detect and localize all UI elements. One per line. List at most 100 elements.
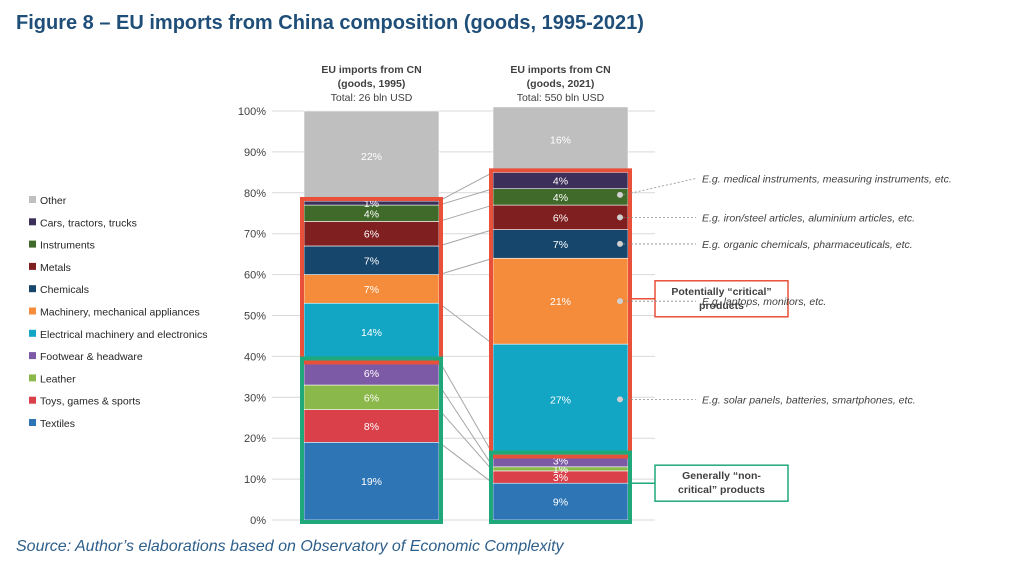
y-tick-label: 80%	[244, 188, 266, 200]
y-tick-label: 70%	[244, 229, 266, 241]
legend-swatch	[29, 374, 36, 382]
bar-segment	[303, 441, 440, 521]
data-label: 3%	[553, 456, 568, 468]
y-tick-label: 0%	[250, 515, 266, 527]
group-label-line1: Potentially “critical”	[671, 286, 771, 298]
bar-segment	[303, 110, 440, 202]
legend-swatch	[29, 307, 36, 315]
bar-segment	[303, 302, 440, 361]
column-header-line1: EU imports from CN	[510, 64, 610, 76]
connector-line	[438, 441, 494, 484]
legend-label: Metals	[40, 262, 71, 274]
bar-segment	[492, 229, 629, 259]
y-tick-label: 60%	[244, 270, 266, 282]
connector-line	[438, 302, 494, 345]
column-header-line2: (goods, 1995)	[338, 78, 406, 90]
connector-line	[438, 204, 494, 222]
legend-swatch	[29, 240, 36, 248]
legend-swatch	[29, 218, 36, 226]
annotation-marker	[617, 191, 623, 198]
y-axis: 0% 10% 20% 30% 40% 50% 60% 70% 80% 90% 100%	[238, 106, 266, 527]
bar-segment	[303, 221, 440, 247]
group-box	[300, 196, 443, 365]
legend-swatch	[29, 262, 36, 270]
legend-label: Textiles	[40, 418, 75, 430]
column-header-line1: EU imports from CN	[321, 64, 421, 76]
column-headers: EU imports from CN (goods, 1995) Total: 26…	[321, 64, 610, 104]
connector-line	[438, 171, 494, 202]
data-label: 6%	[364, 229, 379, 241]
legend-label: Instruments	[40, 240, 95, 252]
column-header-line3: Total: 550 bln USD	[517, 92, 605, 104]
annotation-marker	[617, 240, 623, 247]
legend-label: Footwear & headware	[40, 351, 143, 363]
data-label: 7%	[364, 255, 379, 267]
data-label: 27%	[550, 394, 571, 406]
group-box	[489, 450, 632, 524]
bar-segment	[303, 360, 440, 386]
group-box	[489, 168, 632, 459]
y-tick-label: 40%	[244, 351, 266, 363]
data-label: 14%	[361, 327, 382, 339]
column-header-line2: (goods, 2021)	[527, 78, 595, 90]
legend-label: Other	[40, 195, 67, 207]
bar-segment	[492, 343, 629, 455]
y-tick-label: 100%	[238, 106, 266, 118]
data-label: 22%	[361, 151, 382, 163]
group-label-box	[654, 464, 789, 502]
bar-segment	[492, 106, 629, 173]
legend-swatch	[29, 329, 36, 337]
data-label: 6%	[553, 212, 568, 224]
data-label: 7%	[553, 239, 568, 251]
bar-segment	[492, 204, 629, 230]
data-label: 4%	[553, 192, 568, 204]
chart-title: Figure 8 – EU imports from China composi…	[16, 12, 644, 34]
annotation-text: E.g. organic chemicals, pharmaceuticals,…	[702, 239, 913, 251]
data-label: 6%	[364, 392, 379, 404]
annotation-text: E.g. medical instruments, measuring inst…	[702, 173, 952, 185]
y-tick-label: 90%	[244, 147, 266, 159]
bar-segment	[492, 482, 629, 521]
annotation-marker	[617, 298, 623, 305]
data-label: 16%	[550, 135, 571, 147]
group-boxes: Potentially “critical” products Generally …	[300, 168, 789, 524]
annotation-text: E.g. laptops, monitors, etc.	[702, 296, 826, 308]
legend-label: Electrical machinery and electronics	[40, 329, 208, 341]
legend-swatch	[29, 352, 36, 360]
group-label-line2: critical” products	[678, 484, 765, 496]
source-note: Source: Author’s elaborations based on O…	[16, 538, 564, 555]
data-label: 6%	[364, 368, 379, 380]
legend-label: Leather	[40, 373, 76, 385]
legend-label: Chemicals	[40, 284, 89, 296]
data-label: 3%	[553, 472, 568, 484]
connector-line	[438, 257, 494, 276]
legend: Other Cars, tractors, trucks Instruments Me…	[29, 195, 208, 430]
legend-swatch	[29, 285, 36, 293]
y-tick-label: 10%	[244, 474, 266, 486]
connector-line	[438, 384, 494, 468]
connector-line	[438, 188, 494, 206]
bar-segment	[303, 274, 440, 304]
annotations: E.g. medical instruments, measuring inst…	[617, 173, 952, 406]
bar-segment	[303, 384, 440, 410]
data-label: 9%	[553, 497, 568, 509]
group-box	[300, 356, 443, 524]
legend-swatch	[29, 196, 36, 203]
connector-lines	[438, 171, 494, 484]
data-label: 21%	[550, 296, 571, 308]
annotation-leader	[622, 178, 697, 196]
legend-label: Machinery, mechanical appliances	[40, 307, 200, 319]
bar-segment	[303, 245, 440, 275]
legend-label: Cars, tractors, trucks	[40, 217, 137, 229]
annotation-text: E.g. solar panels, batteries, smartphone…	[702, 394, 916, 406]
annotation-marker	[617, 396, 623, 403]
connector-line	[438, 229, 494, 247]
y-tick-label: 50%	[244, 311, 266, 323]
legend-swatch	[29, 396, 36, 404]
column-header-line3: Total: 26 bln USD	[331, 92, 413, 104]
connector-line	[438, 409, 494, 472]
data-label: 4%	[364, 208, 379, 220]
data-label: 4%	[553, 176, 568, 188]
connector-line	[438, 360, 494, 455]
